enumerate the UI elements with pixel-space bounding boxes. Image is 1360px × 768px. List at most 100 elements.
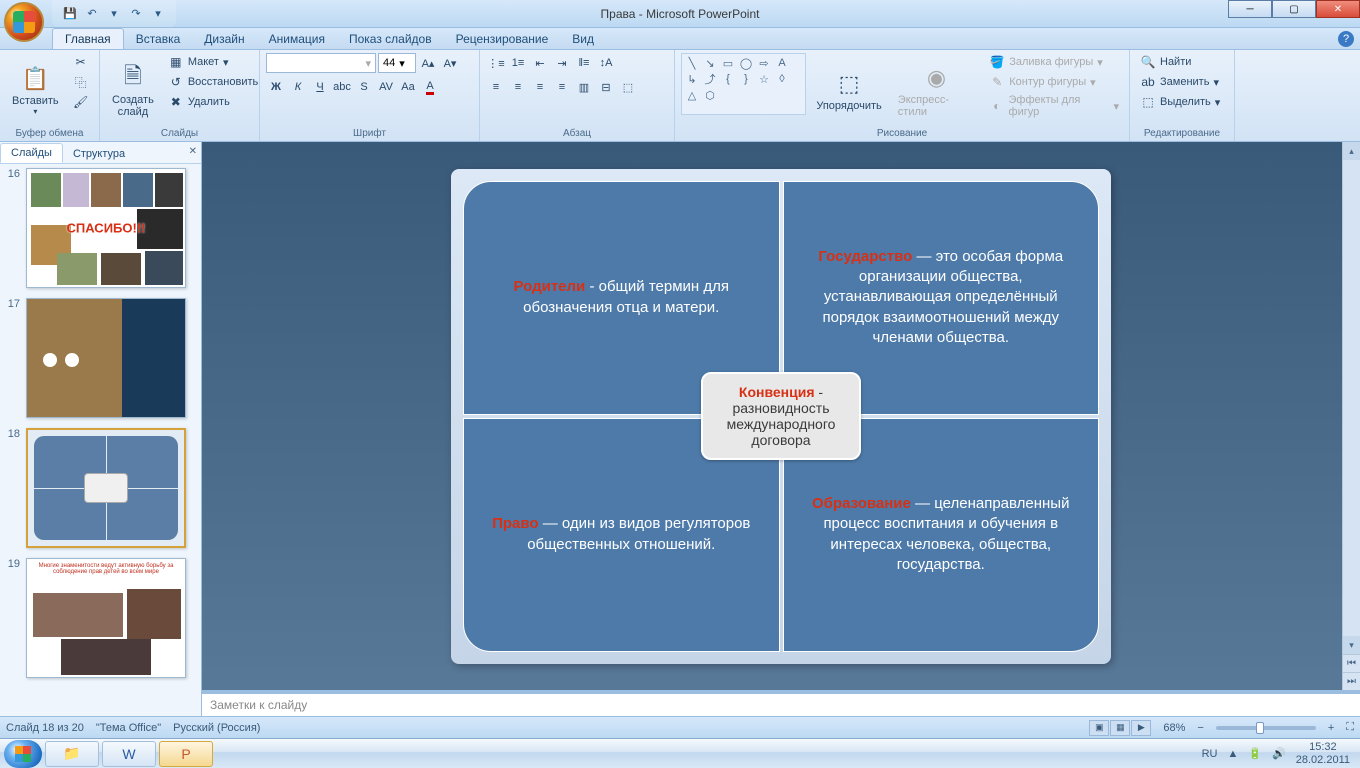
panel-tab-outline[interactable]: Структура <box>63 145 135 163</box>
tray-flag-icon[interactable]: ▲ <box>1227 748 1238 760</box>
quick-styles-button[interactable]: ◉ Экспресс-стили <box>892 53 981 126</box>
scroll-down-icon[interactable]: ▾ <box>1343 636 1360 654</box>
format-painter-button[interactable]: 🖌 <box>69 93 93 111</box>
shadow-button[interactable]: S <box>354 77 374 97</box>
numbering-button[interactable]: 1≡ <box>508 53 528 73</box>
shape-effects-button[interactable]: ◐Эффекты для фигур ▾ <box>985 93 1123 119</box>
new-slide-button[interactable]: 🗎 Создать слайд <box>106 53 160 126</box>
text-direction-button[interactable]: ↕A <box>596 53 616 73</box>
tab-insert[interactable]: Вставка <box>124 29 193 49</box>
tab-view[interactable]: Вид <box>560 29 606 49</box>
justify-button[interactable]: ≡ <box>552 77 572 97</box>
find-button[interactable]: 🔍Найти <box>1136 53 1228 71</box>
bullets-button[interactable]: ⋮≡ <box>486 53 506 73</box>
thumbnail-item[interactable]: 17 <box>4 298 197 418</box>
shape-rect-icon[interactable]: ▭ <box>720 56 736 70</box>
replace-button[interactable]: abЗаменить ▾ <box>1136 73 1228 91</box>
arrange-button[interactable]: ⬚ Упорядочить <box>810 53 887 126</box>
shape-fill-button[interactable]: 🪣Заливка фигуры ▾ <box>985 53 1123 71</box>
shape-connector-icon[interactable]: ↳ <box>684 72 700 86</box>
shapes-gallery[interactable]: ╲ ↘ ▭ ◯ ⇨ A ↳ ⤴ { } ☆ ◊ △ ⬡ <box>681 53 806 115</box>
save-icon[interactable]: 💾 <box>62 6 78 22</box>
help-button[interactable]: ? <box>1338 31 1354 47</box>
shape-text-icon[interactable]: A <box>774 56 790 70</box>
tray-battery-icon[interactable]: 🔋 <box>1248 747 1262 760</box>
thumbnail-item[interactable]: 16 СПАСИБО!!! <box>4 168 197 288</box>
next-slide-icon[interactable]: ⏭ <box>1343 672 1360 690</box>
task-word[interactable]: W <box>102 741 156 767</box>
tab-animation[interactable]: Анимация <box>257 29 337 49</box>
maximize-button[interactable]: ▢ <box>1272 0 1316 18</box>
delete-slide-button[interactable]: ✖Удалить <box>164 93 262 111</box>
align-text-button[interactable]: ⊟ <box>596 77 616 97</box>
thumbnail-item[interactable]: 19 Многие знаменитости ведут активную бо… <box>4 558 197 678</box>
view-show-button[interactable]: ▶ <box>1131 720 1151 736</box>
redo-icon[interactable]: ↷ <box>128 6 144 22</box>
prev-slide-icon[interactable]: ⏮ <box>1343 654 1360 672</box>
bold-button[interactable]: Ж <box>266 77 286 97</box>
shape-arrow2-icon[interactable]: ⇨ <box>756 56 772 70</box>
shape-line-icon[interactable]: ╲ <box>684 56 700 70</box>
change-case-button[interactable]: Aa <box>398 77 418 97</box>
view-normal-button[interactable]: ▣ <box>1089 720 1109 736</box>
view-sorter-button[interactable]: ▦ <box>1110 720 1130 736</box>
current-slide[interactable]: Родители - общий термин для обозначения … <box>451 169 1111 664</box>
qat-dropdown-icon[interactable]: ▾ <box>106 6 122 22</box>
shrink-font-button[interactable]: A▾ <box>440 53 460 73</box>
shape-outline-button[interactable]: ✎Контур фигуры ▾ <box>985 73 1123 91</box>
minimize-button[interactable]: ─ <box>1228 0 1272 18</box>
copy-button[interactable]: ⿻ <box>69 73 93 91</box>
shape-callout-icon[interactable]: ◊ <box>774 72 790 86</box>
italic-button[interactable]: К <box>288 77 308 97</box>
thumbnails-list[interactable]: 16 СПАСИБО!!! 17 <box>0 164 201 716</box>
tab-design[interactable]: Дизайн <box>192 29 256 49</box>
fit-button[interactable]: ⛶ <box>1346 721 1354 734</box>
shape-brace2-icon[interactable]: } <box>738 72 754 86</box>
underline-button[interactable]: Ч <box>310 77 330 97</box>
tray-lang[interactable]: RU <box>1202 748 1218 760</box>
font-size-combo[interactable]: 44▾ <box>378 53 416 73</box>
scroll-track[interactable] <box>1343 160 1360 636</box>
tray-clock[interactable]: 15:32 28.02.2011 <box>1296 741 1350 765</box>
align-right-button[interactable]: ≡ <box>530 77 550 97</box>
tray-volume-icon[interactable]: 🔊 <box>1272 747 1286 760</box>
slide-canvas[interactable]: Родители - общий термин для обозначения … <box>202 142 1360 690</box>
char-spacing-button[interactable]: AV <box>376 77 396 97</box>
align-left-button[interactable]: ≡ <box>486 77 506 97</box>
layout-button[interactable]: ▦Макет ▾ <box>164 53 262 71</box>
tab-review[interactable]: Рецензирование <box>444 29 561 49</box>
task-powerpoint[interactable]: P <box>159 741 213 767</box>
font-family-combo[interactable]: ▾ <box>266 53 376 73</box>
task-explorer[interactable]: 📁 <box>45 741 99 767</box>
shape-brace-icon[interactable]: { <box>720 72 736 86</box>
cut-button[interactable]: ✂ <box>69 53 93 71</box>
columns-button[interactable]: ▥ <box>574 77 594 97</box>
shape-connector2-icon[interactable]: ⤴ <box>702 72 718 86</box>
font-color-button[interactable]: A <box>420 77 440 97</box>
grow-font-button[interactable]: A▴ <box>418 53 438 73</box>
scroll-up-icon[interactable]: ▴ <box>1343 142 1360 160</box>
vertical-scrollbar[interactable]: ▴ ▾ ⏮ ⏭ <box>1342 142 1360 690</box>
panel-tab-slides[interactable]: Слайды <box>0 143 63 163</box>
status-language[interactable]: Русский (Россия) <box>173 722 260 734</box>
align-center-button[interactable]: ≡ <box>508 77 528 97</box>
smartart-button[interactable]: ⬚ <box>618 77 638 97</box>
tab-home[interactable]: Главная <box>52 28 124 49</box>
thumbnail-item[interactable]: 18 <box>4 428 197 548</box>
shape-star-icon[interactable]: ☆ <box>756 72 772 86</box>
shape-hex-icon[interactable]: ⬡ <box>702 88 718 102</box>
panel-close-icon[interactable]: ✕ <box>189 146 197 157</box>
line-spacing-button[interactable]: ‖≡ <box>574 53 594 73</box>
paste-button[interactable]: 📋 Вставить ▾ <box>6 53 65 126</box>
shape-arrow-icon[interactable]: ↘ <box>702 56 718 70</box>
qat-more-icon[interactable]: ▾ <box>150 6 166 22</box>
notes-pane[interactable]: Заметки к слайду <box>202 690 1360 716</box>
quad-center[interactable]: Конвенция - разновидность международного… <box>701 372 861 460</box>
zoom-in-button[interactable]: + <box>1328 722 1334 734</box>
reset-button[interactable]: ↺Восстановить <box>164 73 262 91</box>
select-button[interactable]: ⬚Выделить ▾ <box>1136 93 1228 111</box>
zoom-out-button[interactable]: − <box>1197 722 1203 734</box>
start-button[interactable] <box>4 740 42 768</box>
zoom-slider[interactable] <box>1216 726 1316 730</box>
shape-oval-icon[interactable]: ◯ <box>738 56 754 70</box>
